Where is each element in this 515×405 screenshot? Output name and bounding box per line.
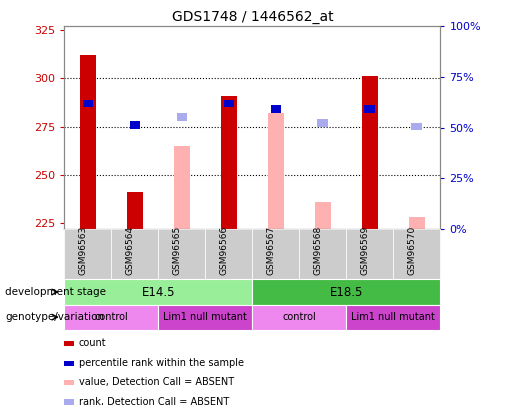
Text: control: control (282, 312, 316, 322)
Text: value, Detection Call = ABSENT: value, Detection Call = ABSENT (79, 377, 234, 387)
Bar (80, 55, 96, 229)
Bar (317, 119, 328, 127)
Bar (82, 100, 93, 107)
Bar (129, 121, 140, 128)
Bar (365, 105, 375, 113)
Text: rank, Detection Call = ABSENT: rank, Detection Call = ABSENT (79, 397, 229, 405)
Bar (220, 96, 237, 229)
Text: control: control (94, 312, 128, 322)
Bar (127, 192, 143, 229)
Text: GSM96567: GSM96567 (267, 226, 276, 275)
Text: GSM96564: GSM96564 (126, 226, 135, 275)
Bar (411, 123, 422, 130)
Text: Lim1 null mutant: Lim1 null mutant (351, 312, 435, 322)
Text: genotype/variation: genotype/variation (5, 312, 104, 322)
Text: development stage: development stage (5, 287, 106, 297)
Bar (177, 113, 187, 121)
Bar (362, 77, 378, 229)
Text: GSM96569: GSM96569 (361, 226, 370, 275)
Bar (315, 202, 331, 229)
Bar (268, 113, 284, 229)
Text: GSM96568: GSM96568 (314, 226, 323, 275)
Bar (174, 146, 190, 229)
Text: GSM96566: GSM96566 (220, 226, 229, 275)
Text: GSM96563: GSM96563 (79, 226, 88, 275)
Text: E18.5: E18.5 (330, 286, 363, 298)
Text: Lim1 null mutant: Lim1 null mutant (163, 312, 247, 322)
Bar (224, 100, 234, 107)
Bar (408, 217, 425, 229)
Text: count: count (79, 339, 107, 348)
Text: GSM96565: GSM96565 (173, 226, 182, 275)
Title: GDS1748 / 1446562_at: GDS1748 / 1446562_at (171, 10, 333, 24)
Bar (270, 105, 281, 113)
Text: GSM96570: GSM96570 (408, 226, 417, 275)
Text: E14.5: E14.5 (142, 286, 175, 298)
Text: percentile rank within the sample: percentile rank within the sample (79, 358, 244, 368)
